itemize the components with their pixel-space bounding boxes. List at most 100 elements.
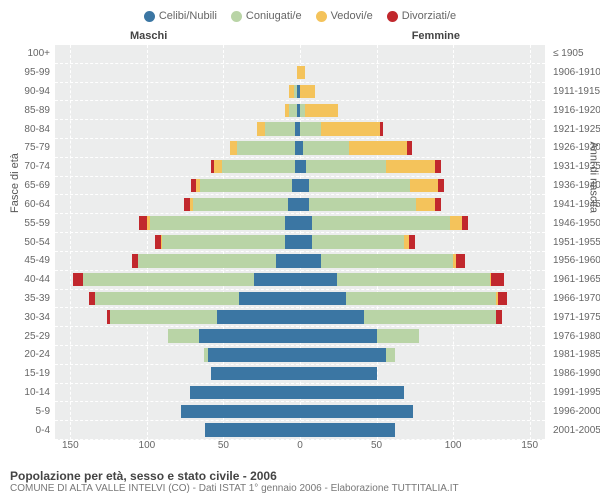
birth-year-label: 1976-1980 xyxy=(553,331,600,342)
birth-year-label: 1931-1935 xyxy=(553,161,600,172)
x-tick-label: 100 xyxy=(445,440,462,451)
legend-dot xyxy=(316,11,327,22)
age-label: 15-19 xyxy=(24,368,50,379)
pyramid-row xyxy=(55,384,545,403)
birth-year-label: 1911-1915 xyxy=(553,86,600,97)
birth-year-label: 1916-1920 xyxy=(553,105,600,116)
bar-segment xyxy=(276,254,301,268)
bar-segment xyxy=(321,254,453,268)
birth-year-label: 1961-1965 xyxy=(553,274,600,285)
bar-segment xyxy=(200,179,292,193)
bar-segment xyxy=(265,122,296,136)
age-label: 75-79 xyxy=(24,142,50,153)
bar-segment xyxy=(168,329,199,343)
birth-year-label: 1921-1925 xyxy=(553,124,600,135)
bar-segment xyxy=(386,348,395,362)
age-label: 35-39 xyxy=(24,293,50,304)
bar-segment xyxy=(300,386,404,400)
bar-segment xyxy=(289,104,297,118)
bar-segment xyxy=(300,235,312,249)
bar-segment xyxy=(292,179,300,193)
bar-segment xyxy=(498,292,507,306)
bar-segment xyxy=(300,405,413,419)
age-label: 95-99 xyxy=(24,67,50,78)
bar-segment xyxy=(300,122,321,136)
bar-segment xyxy=(300,273,337,287)
x-tick-label: 150 xyxy=(521,440,538,451)
bar-segment xyxy=(364,310,496,324)
bar-segment xyxy=(303,141,349,155)
birth-year-label: 1946-1950 xyxy=(553,218,600,229)
legend-label: Coniugati/e xyxy=(246,10,302,22)
bar-segment xyxy=(254,273,300,287)
pyramid-row xyxy=(55,346,545,365)
legend-label: Celibi/Nubili xyxy=(159,10,217,22)
pyramid-row xyxy=(55,214,545,233)
age-label: 30-34 xyxy=(24,312,50,323)
bar-segment xyxy=(205,423,300,437)
legend-item: Vedovi/e xyxy=(316,10,373,22)
bar-segment xyxy=(190,386,300,400)
bar-segment xyxy=(83,273,255,287)
male-header: Maschi xyxy=(130,30,167,42)
bar-segment xyxy=(309,198,416,212)
bar-segment xyxy=(349,141,407,155)
legend: Celibi/NubiliConiugati/eVedovi/eDivorzia… xyxy=(0,0,600,26)
bar-segment xyxy=(410,179,438,193)
bar-segment xyxy=(214,160,222,174)
bar-segment xyxy=(312,216,450,230)
bar-segment xyxy=(162,235,285,249)
age-label: 65-69 xyxy=(24,180,50,191)
age-label: 80-84 xyxy=(24,124,50,135)
bar-segment xyxy=(305,104,339,118)
bar-segment xyxy=(73,273,82,287)
bar-segment xyxy=(300,423,395,437)
birth-year-label: ≤ 1905 xyxy=(553,48,584,59)
age-label: 10-14 xyxy=(24,387,50,398)
bar-segment xyxy=(95,292,239,306)
bar-segment xyxy=(208,348,300,362)
bar-segment xyxy=(346,292,496,306)
bar-segment xyxy=(288,198,300,212)
bar-segment xyxy=(386,160,435,174)
pyramid-row xyxy=(55,327,545,346)
birth-year-label: 1906-1910 xyxy=(553,67,600,78)
age-label: 20-24 xyxy=(24,349,50,360)
birth-year-label: 2001-2005 xyxy=(553,425,600,436)
birth-year-label: 1981-1985 xyxy=(553,349,600,360)
legend-dot xyxy=(144,11,155,22)
bar-segment xyxy=(450,216,462,230)
bar-segment xyxy=(285,235,300,249)
pyramid-row xyxy=(55,290,545,309)
bar-segment xyxy=(438,179,444,193)
pyramid-row xyxy=(55,158,545,177)
bar-segment xyxy=(239,292,300,306)
age-label: 0-4 xyxy=(36,425,50,436)
legend-dot xyxy=(387,11,398,22)
bar-segment xyxy=(181,405,300,419)
pyramid-chart: 15010050050100150 Fasce di età Anni di n… xyxy=(55,45,545,440)
pyramid-row xyxy=(55,64,545,83)
bar-segment xyxy=(300,348,386,362)
legend-item: Coniugati/e xyxy=(231,10,302,22)
age-label: 60-64 xyxy=(24,199,50,210)
pyramid-row xyxy=(55,45,545,64)
bar-segment xyxy=(300,367,377,381)
pyramid-row xyxy=(55,271,545,290)
bar-segment xyxy=(222,160,296,174)
bar-segment xyxy=(193,198,288,212)
bar-segment xyxy=(462,216,468,230)
bar-segment xyxy=(230,141,238,155)
bar-segment xyxy=(435,160,441,174)
pyramid-row xyxy=(55,233,545,252)
bar-segment xyxy=(306,160,386,174)
pyramid-row xyxy=(55,308,545,327)
bar-segment xyxy=(456,254,465,268)
age-label: 40-44 xyxy=(24,274,50,285)
bar-segment xyxy=(257,122,265,136)
birth-year-label: 1941-1945 xyxy=(553,199,600,210)
bar-segment xyxy=(312,235,404,249)
bar-segment xyxy=(321,122,379,136)
pyramid-row xyxy=(55,120,545,139)
pyramid-row xyxy=(55,365,545,384)
